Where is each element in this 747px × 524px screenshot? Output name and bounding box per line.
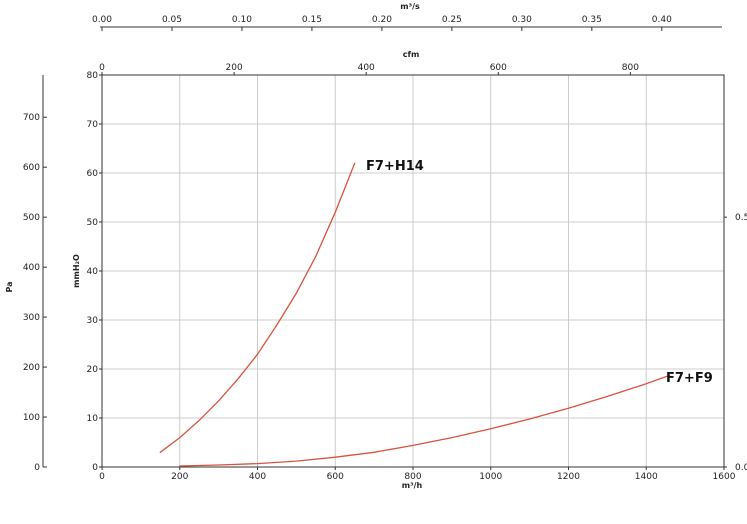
left-pa-axis-label: Pa (5, 281, 14, 292)
y-tick-label: 60 (87, 169, 99, 179)
x-tick-label: 1400 (635, 472, 658, 482)
left-pa-tick-label: 200 (23, 363, 40, 373)
top-m3s-tick-label: 0.25 (442, 15, 462, 25)
y-axis: mmH₂O (72, 254, 81, 288)
y-axis-label: mmH₂O (72, 254, 81, 288)
top-m3s-tick-label: 0.00 (92, 15, 112, 25)
right-kpa-tick-label: 0.5 (735, 213, 747, 223)
series-line-f7-h14 (159, 162, 356, 453)
x-tick-label: 1600 (713, 472, 736, 482)
top-m3s-tick-label: 0.20 (372, 15, 392, 25)
x-axis: m³/h (402, 481, 423, 490)
right-kpa-tick-label: 0.0 (735, 463, 747, 473)
y-tick-label: 10 (87, 414, 99, 424)
y-tick-label: 40 (87, 267, 99, 277)
y-tick-label: 30 (87, 316, 99, 326)
left-pa-axis: Pa (5, 75, 44, 467)
left-pa-tick-label: 600 (23, 163, 40, 173)
tick-labels: 0 200 400 600 800 1000 1200 1400 160001020304050… (23, 15, 747, 482)
series-lines (159, 162, 671, 467)
left-pa-tick-label: 700 (23, 113, 40, 123)
y-tick-label: 80 (87, 71, 99, 81)
left-pa-tick-label: 0 (34, 463, 40, 473)
x-axis-label: m³/h (402, 481, 423, 490)
y-tick-label: 70 (87, 120, 99, 130)
top-cfm-axis-label: cfm (403, 50, 420, 59)
x-tick-label: 1000 (479, 472, 502, 482)
top-m3s-tick-label: 0.40 (652, 15, 672, 25)
top-cfm-tick-label: 400 (358, 63, 375, 73)
x-tick-label: 400 (249, 472, 266, 482)
top-m3s-axis-label: m³/s (400, 2, 420, 11)
series-line-f7-f9 (179, 374, 671, 467)
top-m3s-axis: m³/s (100, 2, 722, 28)
x-tick-label: 1200 (557, 472, 580, 482)
top-cfm-tick-label: 0 (99, 63, 105, 73)
grid (102, 75, 724, 467)
y-tick-label: 20 (87, 365, 99, 375)
left-pa-tick-label: 400 (23, 263, 40, 273)
left-pa-tick-label: 500 (23, 213, 40, 223)
top-cfm-tick-label: 800 (622, 63, 639, 73)
x-tick-label: 800 (404, 472, 421, 482)
x-tick-label: 200 (171, 472, 188, 482)
top-m3s-tick-label: 0.10 (232, 15, 252, 25)
top-cfm-tick-label: 600 (490, 63, 507, 73)
y-tick-label: 0 (92, 463, 98, 473)
x-tick-label: 0 (99, 472, 105, 482)
y-tick-label: 50 (87, 218, 99, 228)
top-m3s-tick-label: 0.35 (582, 15, 602, 25)
series-label-f7-f9: F7+F9 (666, 371, 713, 386)
series-label-f7-h14: F7+H14 (366, 159, 424, 174)
top-cfm-axis: cfm (403, 50, 420, 59)
top-m3s-tick-label: 0.30 (512, 15, 532, 25)
left-pa-tick-label: 300 (23, 313, 40, 323)
top-m3s-tick-label: 0.05 (162, 15, 182, 25)
top-m3s-tick-label: 0.15 (302, 15, 322, 25)
series-labels: F7+H14 F7+F9 (366, 159, 713, 386)
x-tick-label: 600 (327, 472, 344, 482)
left-pa-tick-label: 100 (23, 413, 40, 423)
top-cfm-tick-label: 200 (226, 63, 243, 73)
